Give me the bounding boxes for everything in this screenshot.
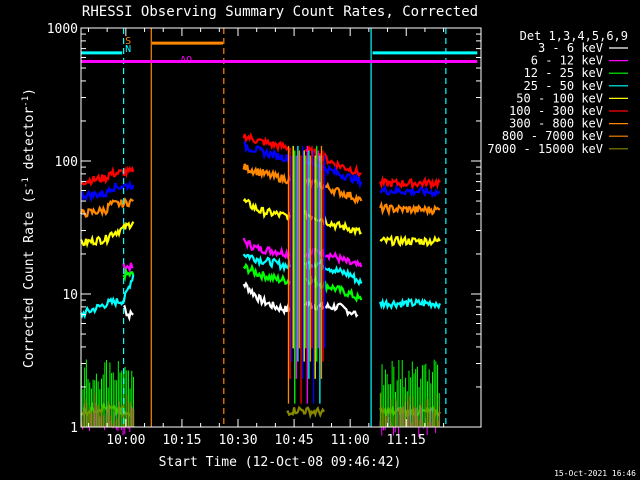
series-line [122, 266, 135, 283]
legend-label: 300 - 800 keV [509, 117, 603, 131]
x-tick-label: 10:30 [218, 433, 257, 448]
series-line [242, 163, 292, 185]
legend-title: Det 1,3,4,5,6,9 [520, 29, 628, 43]
series-line [242, 262, 292, 286]
series-line [379, 175, 441, 192]
markers-layer [81, 28, 478, 427]
x-tick-label: 10:00 [106, 433, 145, 448]
y-axis-label-sup2: -1 [21, 96, 31, 107]
footer-timestamp: 15-Oct-2021 16:46 [554, 469, 636, 478]
legend-label: 12 - 25 keV [524, 66, 603, 80]
x-ticks: 10:00 10:15 10:30 10:45 11:00 11:15 [87, 28, 445, 448]
axes-layer [80, 27, 482, 428]
series-line [304, 144, 362, 178]
x-tick-label: 10:45 [275, 433, 314, 448]
series-line [80, 179, 135, 203]
legend-label: 100 - 300 keV [509, 104, 603, 118]
plot-frame [80, 27, 482, 428]
y-axis-label: Corrected Count Rate (s-1 detector-1) [21, 88, 37, 368]
series-line [286, 405, 325, 420]
annotation-label: AO [180, 55, 192, 66]
y-tick-label: 1000 [47, 22, 78, 37]
series-line [79, 197, 134, 219]
series-line [242, 281, 291, 316]
series-line [80, 165, 135, 187]
legend-label: 6 - 12 keV [531, 54, 603, 68]
y-axis-label-part2: detector [22, 107, 37, 178]
y-tick-label: 1 [70, 421, 78, 436]
y-ticks: 1 10 100 1000 [47, 22, 481, 436]
legend-label: 3 - 6 keV [538, 41, 603, 55]
series-line [242, 197, 292, 221]
series-line [379, 183, 441, 199]
y-axis-label-part3: ) [22, 88, 37, 96]
series-line [242, 253, 292, 273]
legend-label: 50 - 100 keV [516, 91, 603, 105]
series-line [79, 274, 135, 320]
series-line [80, 221, 135, 249]
y-axis-label-sup1: -1 [21, 177, 31, 188]
series-line [242, 132, 292, 153]
series-line [379, 200, 441, 217]
annotation-label: S [125, 36, 131, 47]
series-line [379, 297, 441, 311]
annotation-label: N [125, 44, 131, 55]
series-line [243, 141, 291, 163]
y-tick-label: 100 [55, 155, 78, 170]
y-axis-label-part1: Corrected Count Rate (s [22, 188, 37, 368]
series-line [379, 234, 441, 248]
series-line [123, 304, 134, 322]
x-axis-label: Start Time (12-Oct-08 09:46:42) [159, 455, 402, 470]
legend-label: 800 - 7000 keV [502, 129, 603, 143]
plot-data-layer [79, 132, 441, 437]
annotations: SN AO [125, 36, 192, 66]
series-line [242, 237, 291, 260]
x-tick-label: 11:15 [387, 433, 426, 448]
legend-label: 7000 - 15000 keV [487, 142, 603, 156]
legend-label: 25 - 50 keV [524, 79, 603, 93]
chart-title: RHESSI Observing Summary Count Rates, Co… [82, 4, 478, 20]
x-tick-label: 10:15 [162, 433, 201, 448]
y-tick-label: 10 [62, 288, 78, 303]
x-tick-label: 11:00 [331, 433, 370, 448]
